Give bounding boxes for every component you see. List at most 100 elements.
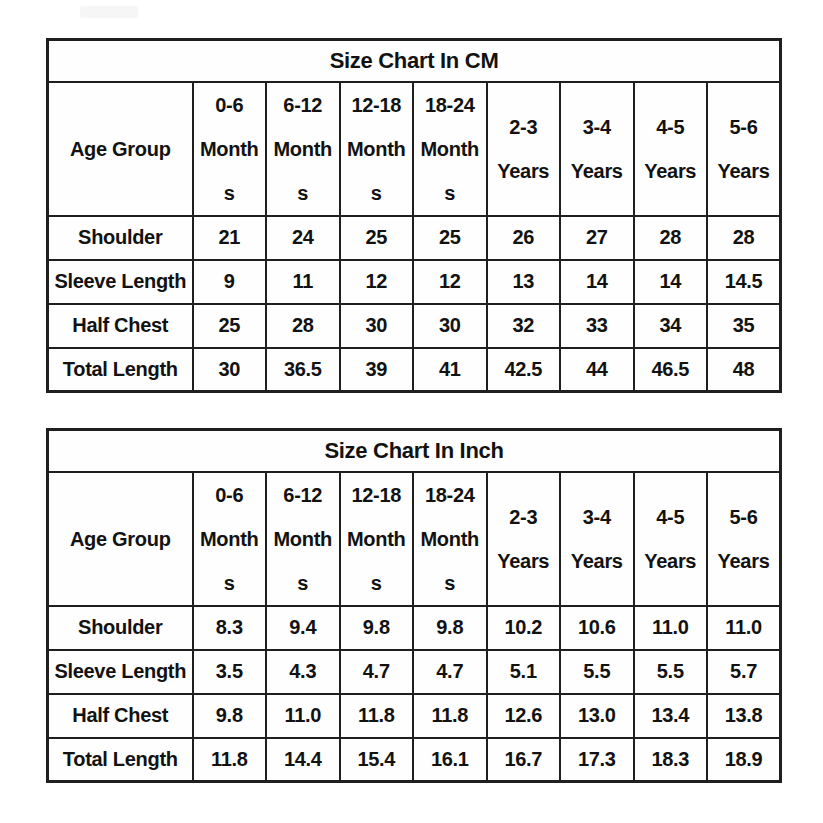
- table-cell: 11.0: [707, 606, 781, 650]
- table-cell: 5.7: [707, 650, 781, 694]
- table-cell: 28: [634, 216, 708, 260]
- table-cell: 14: [634, 260, 708, 304]
- table-cell: 25: [340, 216, 414, 260]
- table-cell: 10.6: [560, 606, 634, 650]
- table-cell: 13.0: [560, 694, 634, 738]
- table-row: Sleeve Length 9 11 12 12 13 14 14 14.5: [48, 260, 781, 304]
- column-header: 3-4 Years: [560, 82, 634, 216]
- table-title-row: Size Chart In Inch: [48, 430, 781, 472]
- table-cell: 4.3: [266, 650, 340, 694]
- table-header-row: Age Group 0-6 Month s 6-12 Month s 12-18…: [48, 472, 781, 606]
- table-cell: 33: [560, 304, 634, 348]
- table-cell: 12.6: [487, 694, 561, 738]
- table-cell: 18.9: [707, 738, 781, 782]
- age-group-header: Age Group: [48, 82, 193, 216]
- table-cell: 26: [487, 216, 561, 260]
- table-cell: 17.3: [560, 738, 634, 782]
- table-cell: 8.3: [193, 606, 267, 650]
- table-cell: 25: [413, 216, 487, 260]
- size-chart-page: Size Chart In CM Age Group 0-6 Month s 6…: [0, 0, 823, 823]
- row-label: Half Chest: [48, 304, 193, 348]
- table-cell: 11.0: [266, 694, 340, 738]
- table-cell: 46.5: [634, 348, 708, 392]
- column-header: 6-12 Month s: [266, 82, 340, 216]
- table-cell: 35: [707, 304, 781, 348]
- age-group-header: Age Group: [48, 472, 193, 606]
- table-cell: 25: [193, 304, 267, 348]
- table-cell: 4.7: [340, 650, 414, 694]
- column-header: 0-6 Month s: [193, 472, 267, 606]
- column-header: 18-24 Month s: [413, 82, 487, 216]
- column-header: 12-18 Month s: [340, 82, 414, 216]
- row-label: Total Length: [48, 348, 193, 392]
- row-label: Shoulder: [48, 606, 193, 650]
- table-cell: 5.1: [487, 650, 561, 694]
- table-cell: 9.8: [340, 606, 414, 650]
- table-cell: 14.5: [707, 260, 781, 304]
- table-cell: 28: [266, 304, 340, 348]
- column-header: 2-3 Years: [487, 82, 561, 216]
- table-cell: 34: [634, 304, 708, 348]
- table-cell: 28: [707, 216, 781, 260]
- column-header: 3-4 Years: [560, 472, 634, 606]
- table-cell: 30: [340, 304, 414, 348]
- column-header: 4-5 Years: [634, 472, 708, 606]
- row-label: Sleeve Length: [48, 260, 193, 304]
- column-header: 12-18 Month s: [340, 472, 414, 606]
- table-cell: 13.8: [707, 694, 781, 738]
- table-cell: 18.3: [634, 738, 708, 782]
- table-cell: 9.8: [193, 694, 267, 738]
- table-cell: 9.8: [413, 606, 487, 650]
- row-label: Half Chest: [48, 694, 193, 738]
- table-cell: 15.4: [340, 738, 414, 782]
- table-cell: 5.5: [560, 650, 634, 694]
- table-cell: 5.5: [634, 650, 708, 694]
- column-header: 5-6 Years: [707, 82, 781, 216]
- table-row: Total Length 30 36.5 39 41 42.5 44 46.5 …: [48, 348, 781, 392]
- row-label: Total Length: [48, 738, 193, 782]
- table-cell: 11.8: [413, 694, 487, 738]
- column-header: 2-3 Years: [487, 472, 561, 606]
- table-cell: 16.1: [413, 738, 487, 782]
- column-header: 5-6 Years: [707, 472, 781, 606]
- table-row: Shoulder 21 24 25 25 26 27 28 28: [48, 216, 781, 260]
- table-cell: 9.4: [266, 606, 340, 650]
- table-cell: 3.5: [193, 650, 267, 694]
- table-cell: 16.7: [487, 738, 561, 782]
- row-label: Sleeve Length: [48, 650, 193, 694]
- table-cell: 11.8: [193, 738, 267, 782]
- table-cell: 14.4: [266, 738, 340, 782]
- table-cell: 21: [193, 216, 267, 260]
- table-cell: 39: [340, 348, 414, 392]
- table-cell: 30: [193, 348, 267, 392]
- row-label: Shoulder: [48, 216, 193, 260]
- table-cell: 14: [560, 260, 634, 304]
- table-cell: 44: [560, 348, 634, 392]
- table-cell: 4.7: [413, 650, 487, 694]
- table-cell: 10.2: [487, 606, 561, 650]
- size-chart-inch-table: Size Chart In Inch Age Group 0-6 Month s…: [46, 428, 782, 783]
- table-cell: 13: [487, 260, 561, 304]
- table-row: Shoulder 8.3 9.4 9.8 9.8 10.2 10.6 11.0 …: [48, 606, 781, 650]
- column-header: 6-12 Month s: [266, 472, 340, 606]
- table-title: Size Chart In Inch: [48, 430, 781, 472]
- table-cell: 27: [560, 216, 634, 260]
- table-cell: 12: [340, 260, 414, 304]
- table-cell: 42.5: [487, 348, 561, 392]
- column-header: 4-5 Years: [634, 82, 708, 216]
- table-title-row: Size Chart In CM: [48, 40, 781, 82]
- table-cell: 11.0: [634, 606, 708, 650]
- table-cell: 9: [193, 260, 267, 304]
- table-cell: 41: [413, 348, 487, 392]
- table-cell: 48: [707, 348, 781, 392]
- table-cell: 13.4: [634, 694, 708, 738]
- column-header: 0-6 Month s: [193, 82, 267, 216]
- table-cell: 36.5: [266, 348, 340, 392]
- table-row: Sleeve Length 3.5 4.3 4.7 4.7 5.1 5.5 5.…: [48, 650, 781, 694]
- table-cell: 32: [487, 304, 561, 348]
- table-cell: 11.8: [340, 694, 414, 738]
- table-row: Half Chest 9.8 11.0 11.8 11.8 12.6 13.0 …: [48, 694, 781, 738]
- table-row: Half Chest 25 28 30 30 32 33 34 35: [48, 304, 781, 348]
- table-row: Total Length 11.8 14.4 15.4 16.1 16.7 17…: [48, 738, 781, 782]
- table-title: Size Chart In CM: [48, 40, 781, 82]
